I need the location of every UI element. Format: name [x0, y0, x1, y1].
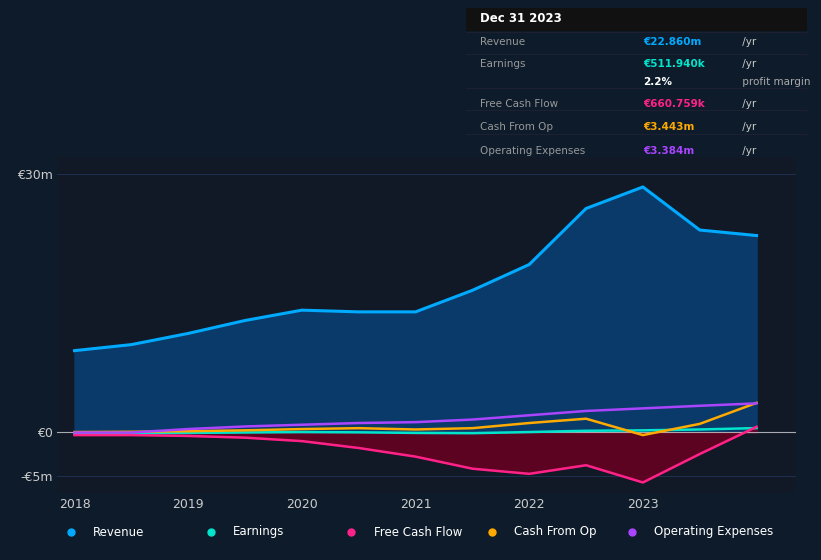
Text: Earnings: Earnings	[480, 59, 525, 69]
Text: €660.759k: €660.759k	[644, 99, 705, 109]
Text: Revenue: Revenue	[480, 37, 525, 47]
Text: €511.940k: €511.940k	[644, 59, 705, 69]
Bar	[466, 8, 807, 30]
Text: profit margin: profit margin	[739, 77, 810, 87]
Text: Operating Expenses: Operating Expenses	[480, 146, 585, 156]
Text: /yr: /yr	[739, 122, 756, 132]
Text: €3.443m: €3.443m	[644, 122, 695, 132]
Text: 2.2%: 2.2%	[644, 77, 672, 87]
Text: Free Cash Flow: Free Cash Flow	[374, 525, 462, 539]
Text: /yr: /yr	[739, 146, 756, 156]
Text: Free Cash Flow: Free Cash Flow	[480, 99, 558, 109]
Text: Dec 31 2023: Dec 31 2023	[480, 12, 562, 25]
Text: €3.384m: €3.384m	[644, 146, 695, 156]
Text: /yr: /yr	[739, 59, 756, 69]
Text: Operating Expenses: Operating Expenses	[654, 525, 773, 539]
Text: /yr: /yr	[739, 99, 756, 109]
Text: Cash From Op: Cash From Op	[480, 122, 553, 132]
Text: Revenue: Revenue	[93, 525, 144, 539]
Text: Cash From Op: Cash From Op	[514, 525, 596, 539]
Text: €22.860m: €22.860m	[644, 37, 702, 47]
Text: Earnings: Earnings	[233, 525, 285, 539]
Text: /yr: /yr	[739, 37, 756, 47]
